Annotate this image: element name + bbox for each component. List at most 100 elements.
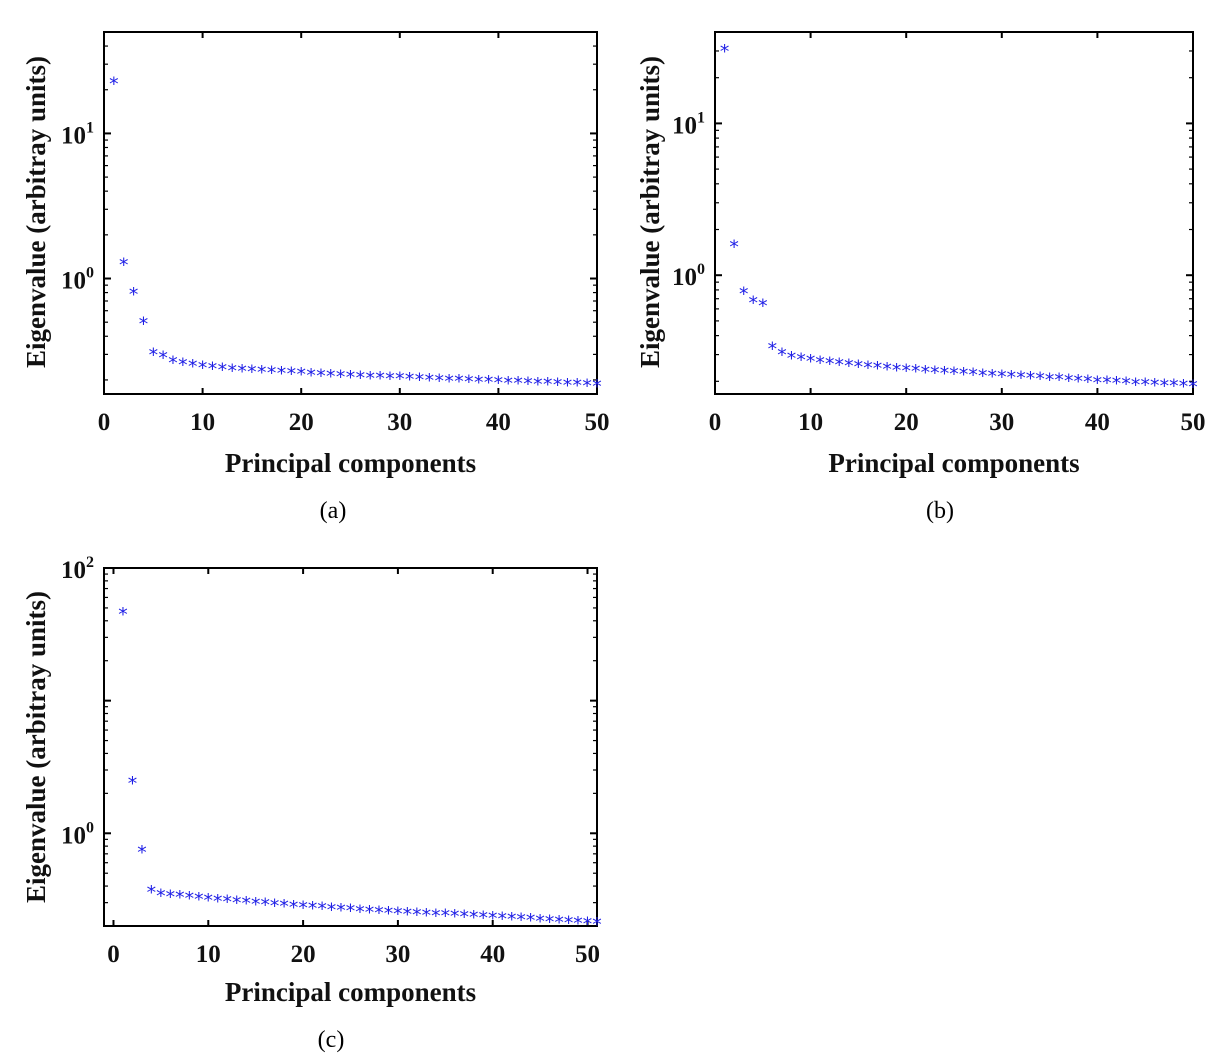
data-point: * [1139,375,1150,397]
data-point: * [767,338,778,360]
data-point: * [231,892,242,914]
data-point: * [1015,367,1026,389]
data-point: * [1006,367,1017,389]
data-point: * [853,357,864,379]
data-point: * [939,363,950,385]
data-point: * [155,885,166,907]
x-tick-label: 40 [486,409,511,436]
data-point: * [900,360,911,382]
data-point: * [449,906,460,928]
data-point: * [719,41,730,63]
panel-caption: (b) [926,498,954,524]
data-point: * [128,284,139,306]
data-point: * [355,367,366,389]
data-point: * [534,911,545,933]
y-axis-label: Eigenvalue (arbitray units) [635,56,665,368]
data-point: * [316,899,327,921]
data-point: * [757,296,768,318]
data-point: * [443,371,454,393]
data-point: * [805,351,816,373]
data-point: * [259,895,270,917]
data-point: * [402,904,413,926]
data-point: * [392,903,403,925]
data-point: * [276,363,287,385]
chart-panel-c: 0 10 20 30 40 50100102***********************… [21,554,603,1053]
data-point: * [525,910,536,932]
data-point: * [207,358,218,380]
data-point: * [562,375,573,397]
data-point: * [948,364,959,386]
x-tick-label: 0 [709,409,722,436]
data-point: * [478,908,489,930]
data-point: * [522,374,533,396]
data-point: * [197,357,208,379]
data-point: * [307,898,318,920]
data-point: * [1044,369,1055,391]
data-point: * [881,359,892,381]
data-point: * [977,365,988,387]
y-tick-label: 100 [61,819,94,849]
data-point: * [591,914,602,936]
data-point: * [1101,373,1112,395]
data-point: * [136,842,147,864]
x-tick-label: 20 [289,409,314,436]
data-point: * [373,902,384,924]
data-point: * [862,357,873,379]
data-point: * [563,912,574,934]
data-point: * [996,367,1007,389]
data-point: * [1178,376,1189,398]
data-point: * [843,356,854,378]
data-point: * [1187,376,1198,398]
data-point: * [738,283,749,305]
axes-frame [103,31,598,395]
data-point: * [1111,373,1122,395]
data-point: * [591,376,602,398]
data-point: * [958,364,969,386]
data-point: * [542,374,553,396]
data-point: * [581,376,592,398]
data-point: * [728,236,739,258]
data-point: * [434,370,445,392]
x-axis-label: Principal components [225,977,476,1007]
data-point: * [187,356,198,378]
data-point: * [297,897,308,919]
data-point: * [1120,374,1131,396]
data-point: * [1082,372,1093,394]
y-axis-label: Eigenvalue (arbitray units) [21,56,51,368]
data-point: * [288,897,299,919]
data-point: * [430,905,441,927]
data-point: * [1168,376,1179,398]
data-point: * [463,372,474,394]
data-point: * [305,365,316,387]
data-point: * [503,373,514,395]
data-point: * [345,901,356,923]
data-point: * [473,372,484,394]
x-tick-label: 10 [196,941,221,968]
data-point: * [240,893,251,915]
data-point: * [404,369,415,391]
y-tick-label: 100 [672,261,705,291]
data-point: * [572,913,583,935]
x-tick-label: 0 [98,409,111,436]
data-point: * [1053,370,1064,392]
data-point: * [250,894,261,916]
data-point: * [891,360,902,382]
data-point: * [278,896,289,918]
data-point: * [236,361,247,383]
data-point: * [364,902,375,924]
data-point: * [814,353,825,375]
data-point: * [374,368,385,390]
data-point: * [424,370,435,392]
data-point: * [345,367,356,389]
data-point: * [515,910,526,932]
data-point: * [315,365,326,387]
data-point: * [269,895,280,917]
data-point: * [487,908,498,930]
data-point: * [157,348,168,370]
data-point: * [364,368,375,390]
data-point: * [910,361,921,383]
y-tick-label: 101 [672,109,705,139]
data-point: * [148,344,159,366]
data-point: * [383,903,394,925]
data-point: * [506,909,517,931]
